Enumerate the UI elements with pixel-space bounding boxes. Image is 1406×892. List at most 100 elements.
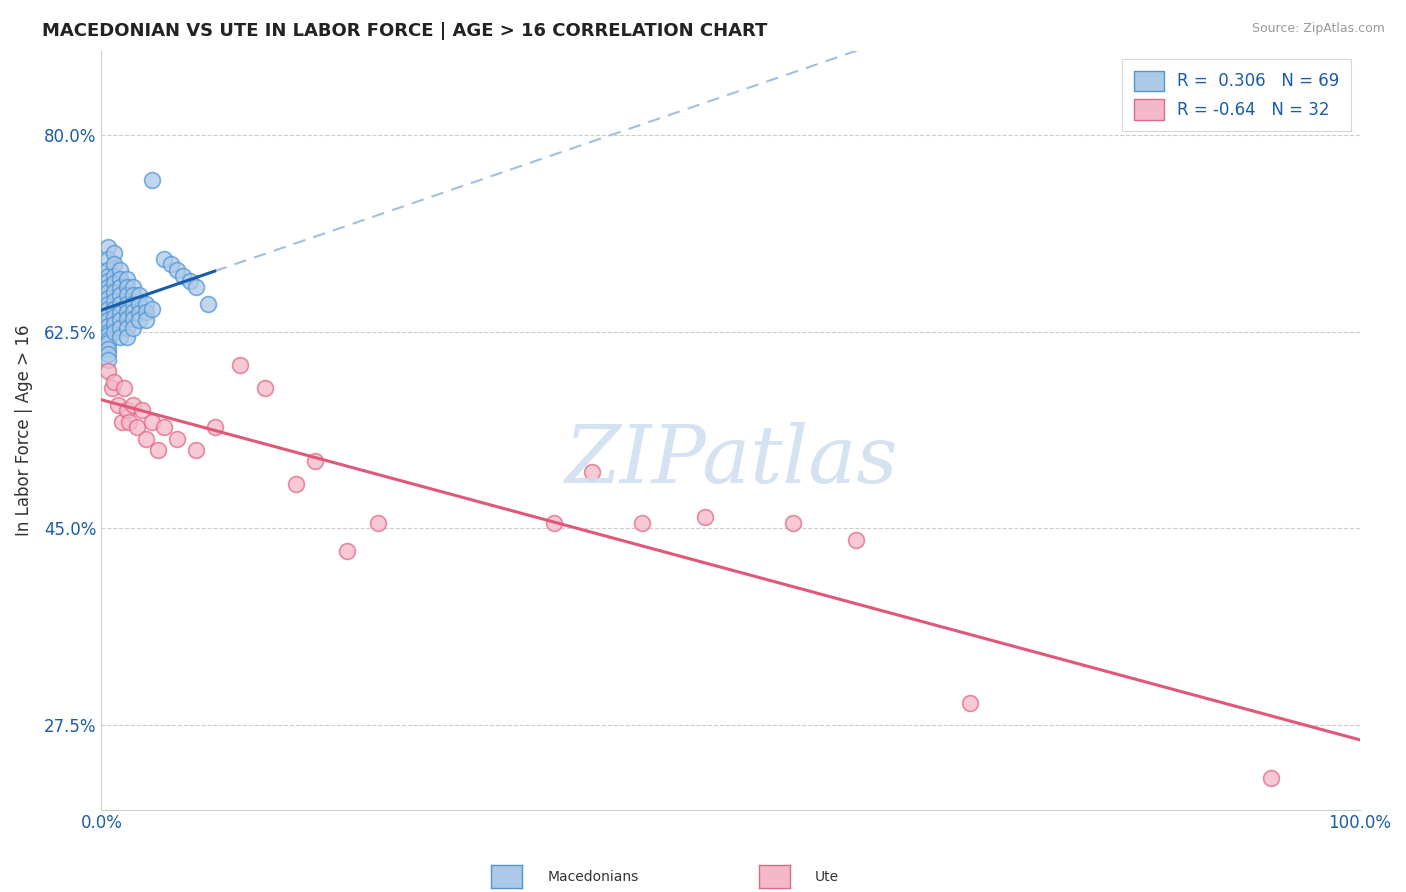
Point (97, 240, 120, 254)
Point (97, 336, 120, 351)
Legend: R =  0.306   N = 69, R = -0.64   N = 32: R = 0.306 N = 69, R = -0.64 N = 32 (1122, 59, 1351, 131)
Point (97, 308, 120, 322)
Text: Macedonians: Macedonians (548, 870, 638, 884)
Point (184, 279, 207, 293)
Point (107, 398, 129, 412)
Point (112, 381, 135, 395)
Point (134, 296, 156, 310)
Point (131, 403, 153, 417)
Point (197, 296, 219, 310)
Point (141, 302, 163, 317)
Point (134, 313, 156, 327)
Point (125, 420, 148, 434)
Point (128, 313, 150, 327)
Point (159, 257, 181, 271)
Point (141, 173, 163, 187)
Point (122, 321, 145, 335)
Point (103, 268, 125, 283)
Point (128, 296, 150, 310)
Point (110, 415, 132, 429)
Point (166, 432, 188, 446)
Point (179, 274, 201, 288)
Point (172, 268, 194, 283)
Point (97, 352, 120, 367)
Point (122, 279, 145, 293)
Point (97, 279, 120, 293)
Point (141, 415, 163, 429)
Point (204, 420, 226, 434)
Point (1260, 771, 1282, 785)
Point (845, 533, 868, 547)
Point (103, 246, 125, 260)
Point (103, 277, 125, 291)
Point (543, 516, 565, 530)
Point (103, 285, 125, 300)
Point (153, 252, 176, 266)
Point (97, 302, 120, 317)
Point (110, 321, 132, 335)
Point (100, 381, 122, 395)
Point (115, 321, 138, 335)
Point (115, 279, 138, 293)
Point (122, 312, 145, 326)
Point (115, 403, 138, 417)
Point (103, 325, 125, 339)
Point (110, 287, 132, 301)
Point (153, 420, 176, 434)
Point (128, 287, 150, 301)
Point (128, 305, 150, 319)
Point (115, 287, 138, 301)
Text: ZIPatlas: ZIPatlas (564, 422, 897, 500)
Point (97, 285, 120, 300)
Point (184, 442, 207, 457)
Point (253, 381, 276, 395)
Point (122, 287, 145, 301)
Point (115, 304, 138, 318)
Point (103, 257, 125, 271)
Point (695, 510, 717, 524)
Point (110, 263, 132, 277)
Point (118, 415, 141, 429)
Point (97, 252, 120, 266)
Text: Source: ZipAtlas.com: Source: ZipAtlas.com (1251, 22, 1385, 36)
Point (97, 347, 120, 361)
Point (97, 342, 120, 356)
Point (336, 544, 359, 558)
Point (103, 302, 125, 317)
Point (229, 359, 252, 373)
Point (97, 296, 120, 310)
Point (285, 476, 308, 491)
Point (134, 304, 156, 318)
Point (97, 291, 120, 305)
Point (103, 376, 125, 390)
Text: MACEDONIAN VS UTE IN LABOR FORCE | AGE > 16 CORRELATION CHART: MACEDONIAN VS UTE IN LABOR FORCE | AGE >… (42, 22, 768, 40)
Point (110, 313, 132, 327)
Point (115, 330, 138, 344)
Point (110, 296, 132, 310)
Point (110, 330, 132, 344)
Point (110, 305, 132, 319)
Point (122, 398, 145, 412)
Point (97, 313, 120, 327)
Point (103, 294, 125, 309)
Point (782, 516, 804, 530)
Point (304, 454, 326, 468)
Point (97, 364, 120, 378)
Point (367, 516, 389, 530)
Point (146, 442, 169, 457)
Text: Ute: Ute (815, 870, 839, 884)
Point (115, 296, 138, 310)
Point (110, 279, 132, 293)
Point (97, 263, 120, 277)
Point (103, 317, 125, 331)
Point (97, 268, 120, 283)
Point (115, 272, 138, 286)
Point (97, 325, 120, 339)
Point (115, 312, 138, 326)
Point (631, 516, 654, 530)
Point (959, 696, 981, 710)
Point (97, 328, 120, 343)
Point (110, 272, 132, 286)
Y-axis label: In Labor Force | Age > 16: In Labor Force | Age > 16 (15, 325, 32, 536)
Point (97, 333, 120, 347)
